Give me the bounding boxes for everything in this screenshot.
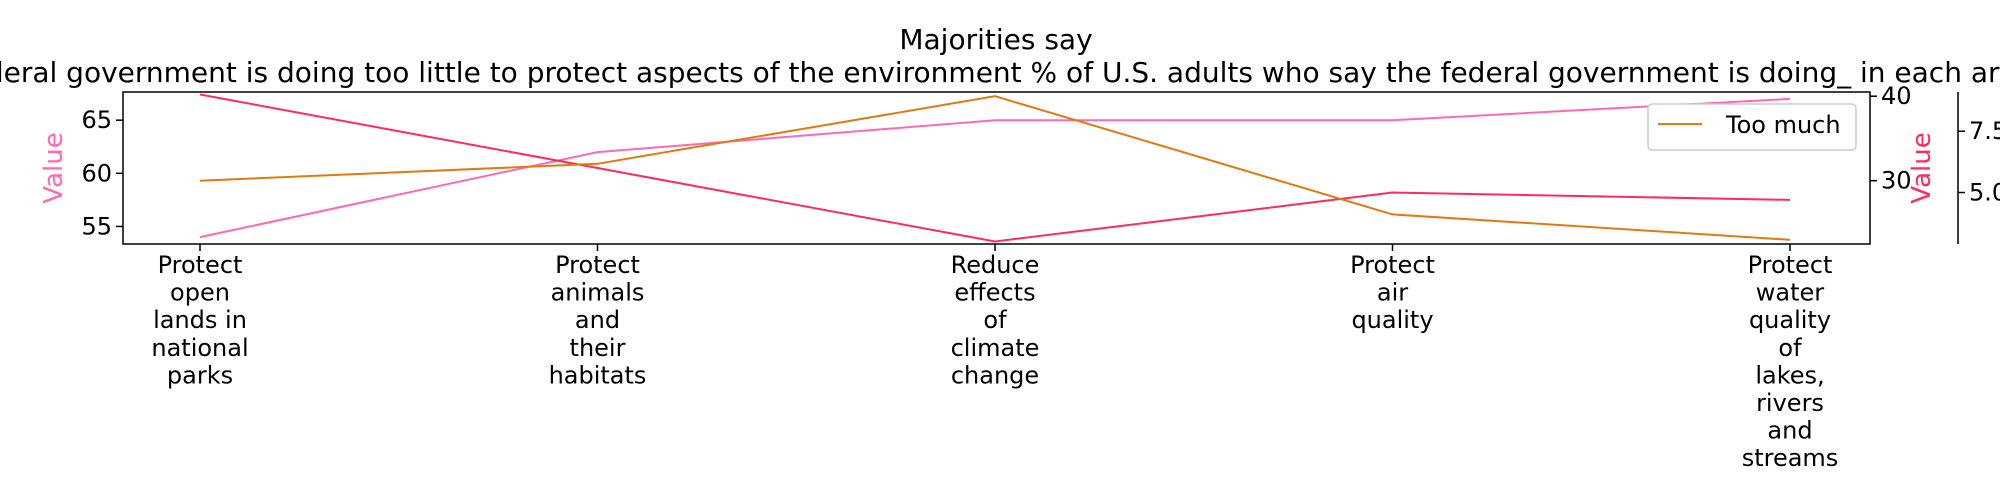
chart-title: Majorities say federal government is doi… [0, 23, 2000, 89]
y-tick-label: 5.0 [1969, 179, 2000, 207]
y-axis-left: 55 60 65 Value [39, 106, 123, 240]
y-tick-label: 60 [81, 159, 112, 187]
y-axis-right-outer: 5.0 7.5 [1958, 92, 2000, 244]
y-tick-label: 65 [81, 106, 112, 134]
y-axis-label-left: Value [39, 132, 69, 203]
x-tick-label: Protect water quality of lakes, rivers and stre… [1742, 251, 1839, 472]
chart-title-line-2: federal government is doing too little t… [0, 56, 2000, 89]
legend-label-too-much: Too much [1725, 111, 1841, 139]
x-tick-label: Reduce effects of climate change [951, 251, 1040, 389]
x-tick-label: Protect animals and their habitats [549, 251, 647, 389]
series-line-too-much [200, 96, 1790, 240]
series-lines [200, 95, 1790, 242]
y-tick-label: 55 [81, 212, 112, 240]
y-axis-label-right: Value [1907, 132, 1937, 203]
legend: Too much [1648, 104, 1856, 150]
category-labels: Protect open lands in national parks Protect a… [151, 244, 1838, 472]
series-line-1 [200, 99, 1790, 237]
plot-area [123, 92, 1870, 244]
x-tick-label: Protect air quality [1350, 251, 1435, 334]
x-tick-label: Protect open lands in national parks [151, 251, 248, 389]
y-tick-label: 40 [1881, 82, 1912, 110]
y-tick-label: 7.5 [1969, 117, 2000, 145]
series-line-2 [200, 95, 1790, 242]
chart-title-line-1: Majorities say [899, 23, 1092, 56]
